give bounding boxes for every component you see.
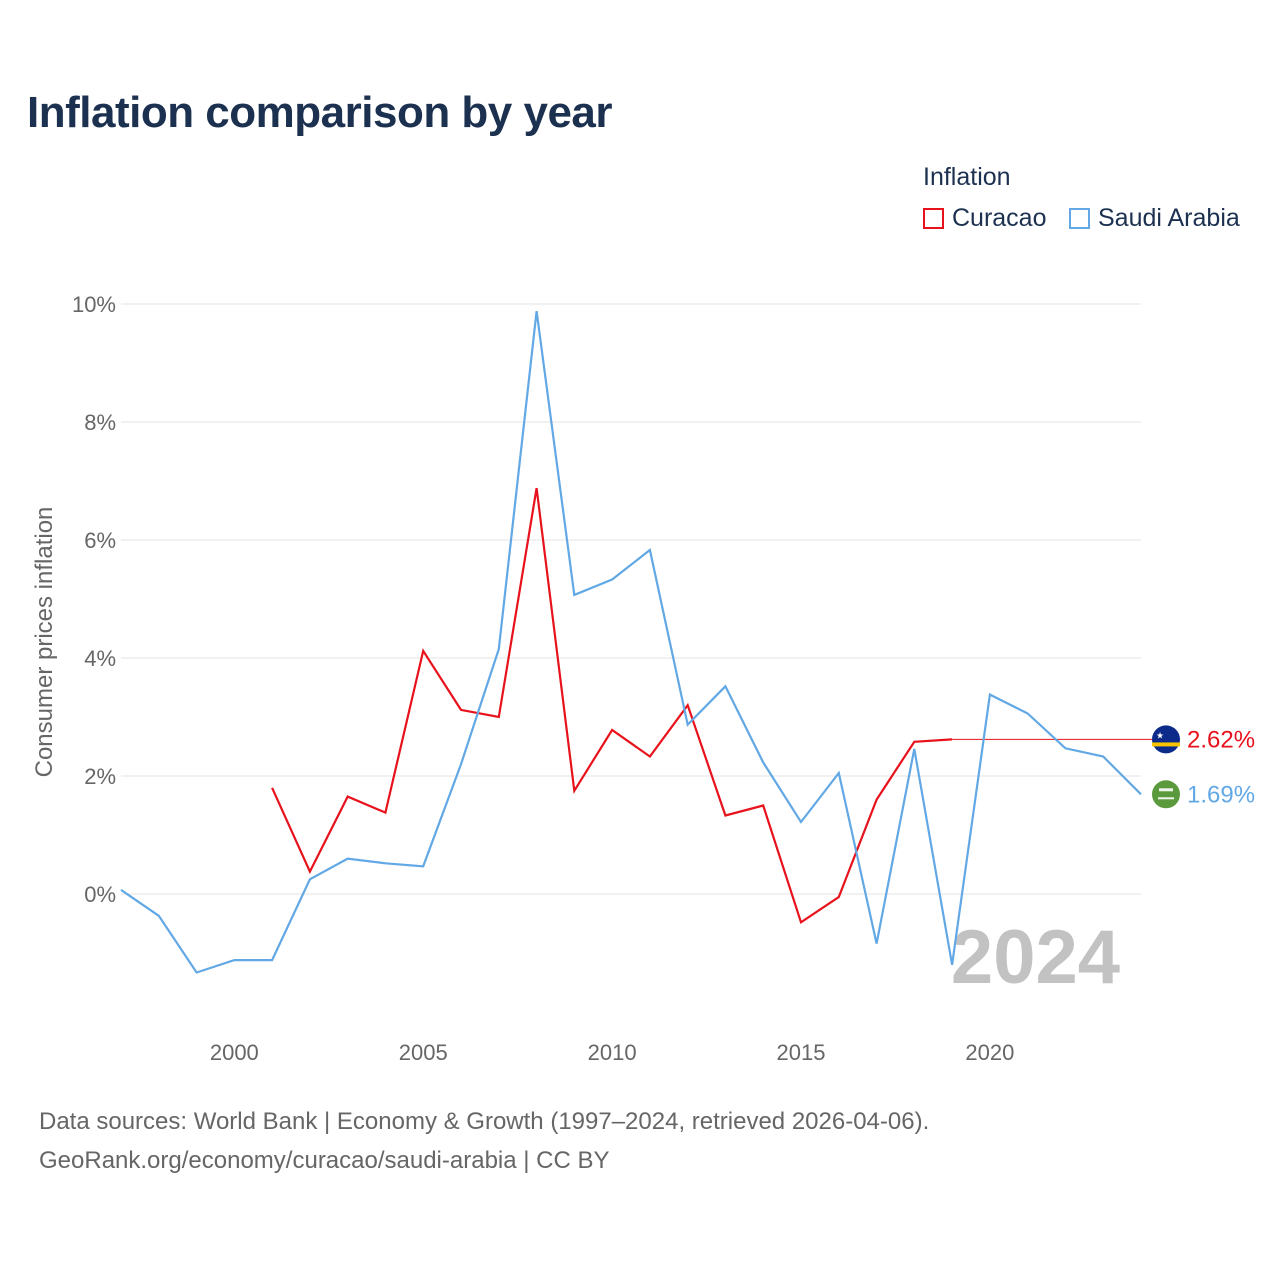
y-tick-label: 4% <box>84 646 116 671</box>
chart-title: Inflation comparison by year <box>27 88 613 137</box>
x-tick-label: 2010 <box>588 1040 637 1065</box>
x-tick-label: 2020 <box>965 1040 1014 1065</box>
legend-swatch-curacao <box>923 208 944 229</box>
footer-source: Data sources: World Bank | Economy & Gro… <box>39 1108 930 1135</box>
year-watermark: 2024 <box>951 915 1120 1000</box>
legend-item-curacao[interactable]: Curacao <box>923 204 1047 233</box>
legend-label-saudi-arabia: Saudi Arabia <box>1098 204 1240 232</box>
legend-title: Inflation <box>923 163 1011 191</box>
gridlines <box>121 303 1141 895</box>
y-axis-ticks: 0% 2% 4% 6% 8% 10% <box>72 292 116 907</box>
x-tick-label: 2005 <box>399 1040 448 1065</box>
end-label-saudi-arabia: 1.69% <box>1187 781 1255 808</box>
series-lines <box>120 310 1166 974</box>
svg-text:★: ★ <box>1156 730 1164 740</box>
x-tick-label: 2015 <box>777 1040 826 1065</box>
saudi-arabia-flag-icon <box>1152 780 1180 809</box>
y-tick-label: 0% <box>84 882 116 907</box>
y-tick-label: 10% <box>72 292 116 317</box>
line-chart: 0% 2% 4% 6% 8% 10% 2000 2005 2010 2015 2020 Consu… <box>31 292 1255 1065</box>
legend-swatch-saudi-arabia <box>1069 208 1090 229</box>
curacao-flag-icon: ★ <box>1152 725 1180 754</box>
y-tick-label: 6% <box>84 528 116 553</box>
legend-item-saudi-arabia[interactable]: Saudi Arabia <box>1069 204 1240 233</box>
series-line-curacao[interactable] <box>271 487 953 925</box>
end-label-curacao: 2.62% <box>1187 726 1255 753</box>
legend-label-curacao: Curacao <box>952 204 1047 232</box>
y-tick-label: 8% <box>84 410 116 435</box>
end-markers: ★ 2.62% 1.69% <box>1152 725 1255 809</box>
series-line-saudi-arabia[interactable] <box>120 310 1142 974</box>
footer-link[interactable]: GeoRank.org/economy/curacao/saudi-arabia… <box>39 1147 610 1174</box>
x-tick-label: 2000 <box>210 1040 259 1065</box>
x-axis-ticks: 2000 2005 2010 2015 2020 <box>210 1040 1015 1065</box>
y-tick-label: 2% <box>84 764 116 789</box>
y-axis-label: Consumer prices inflation <box>31 507 58 778</box>
